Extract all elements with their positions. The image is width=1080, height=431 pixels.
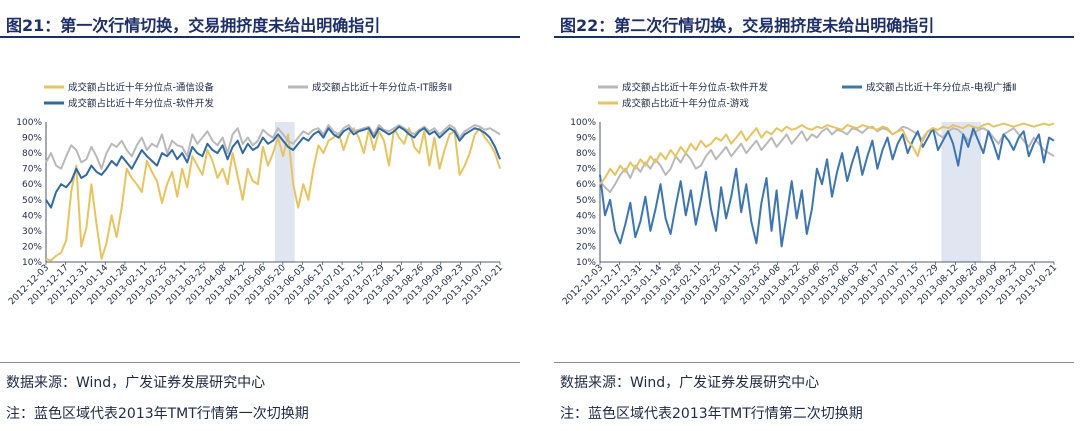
legend-label: 成交额占比近十年分位点-软件开发 (68, 98, 214, 110)
y-tick-label: 50% (576, 196, 596, 206)
y-tick-label: 20% (22, 242, 42, 252)
series-line-3 (599, 122, 1055, 185)
legend-label: 成交额占比近十年分位点-通信设备 (68, 82, 214, 94)
y-tick-label: 90% (22, 134, 42, 144)
chart-panel-fig21: 图21：第一次行情切换，交易拥挤度未给出明确指引 10% 20% 30% 40% 50%… (0, 0, 520, 431)
footer-divider (554, 362, 1074, 363)
y-tick-label: 80% (22, 149, 42, 159)
y-tick-label: 70% (22, 165, 42, 175)
y-tick-label: 100% (16, 118, 42, 128)
y-tick-label: 40% (576, 211, 596, 221)
y-tick-label: 60% (22, 180, 42, 190)
legend-label: 成交额占比近十年分位点-游戏 (622, 98, 749, 110)
series-line-2 (599, 127, 1055, 248)
figure-title: 图21：第一次行情切换，交易拥挤度未给出明确指引 (6, 16, 381, 35)
y-tick-label: 50% (22, 196, 42, 206)
line-chart-fig22: 10%20%30%40%50%60%70%80%90%100%2012-12-0… (561, 82, 1059, 308)
y-tick-label: 40% (22, 211, 42, 221)
legend-label: 成交额占比近十年分位点-IT服务Ⅱ (312, 82, 452, 94)
data-source-note: 数据来源：Wind，广发证券发展研究中心 (6, 375, 266, 391)
title-bar: 图22：第二次行情切换，交易拥挤度未给出明确指引 (554, 6, 1074, 38)
series-line-2 (45, 124, 501, 170)
y-tick-label: 20% (576, 242, 596, 252)
data-source-note: 数据来源：Wind，广发证券发展研究中心 (560, 375, 820, 391)
y-tick-label: 60% (576, 180, 596, 190)
footnote: 注：蓝色区域代表2013年TMT行情第二次切换期 (560, 406, 863, 422)
chart-panel-fig22: 图22：第二次行情切换，交易拥挤度未给出明确指引 10% 20% 30% 40% 50%… (554, 0, 1074, 431)
legend-label: 成交额占比近十年分位点-电视广播Ⅱ (866, 82, 1017, 94)
figure-title: 图22：第二次行情切换，交易拥挤度未给出明确指引 (560, 16, 935, 35)
y-tick-label: 10% (22, 258, 42, 268)
footer-divider (0, 362, 520, 363)
y-tick-label: 30% (22, 227, 42, 237)
y-tick-label: 80% (576, 149, 596, 159)
series-line-1 (45, 127, 501, 262)
line-chart-fig21: 10%20%30%40%50%60%70%80%90%100%2012-12-0… (7, 82, 505, 308)
y-tick-label: 100% (570, 118, 596, 128)
y-tick-label: 90% (576, 134, 596, 144)
series-line-3 (45, 125, 501, 209)
y-tick-label: 30% (576, 227, 596, 237)
legend-label: 成交额占比近十年分位点-软件开发 (622, 82, 768, 94)
y-tick-label: 70% (576, 165, 596, 175)
title-bar: 图21：第一次行情切换，交易拥挤度未给出明确指引 (0, 6, 520, 38)
footnote: 注：蓝色区域代表2013年TMT行情第一次切换期 (6, 406, 309, 422)
y-tick-label: 10% (576, 258, 596, 268)
